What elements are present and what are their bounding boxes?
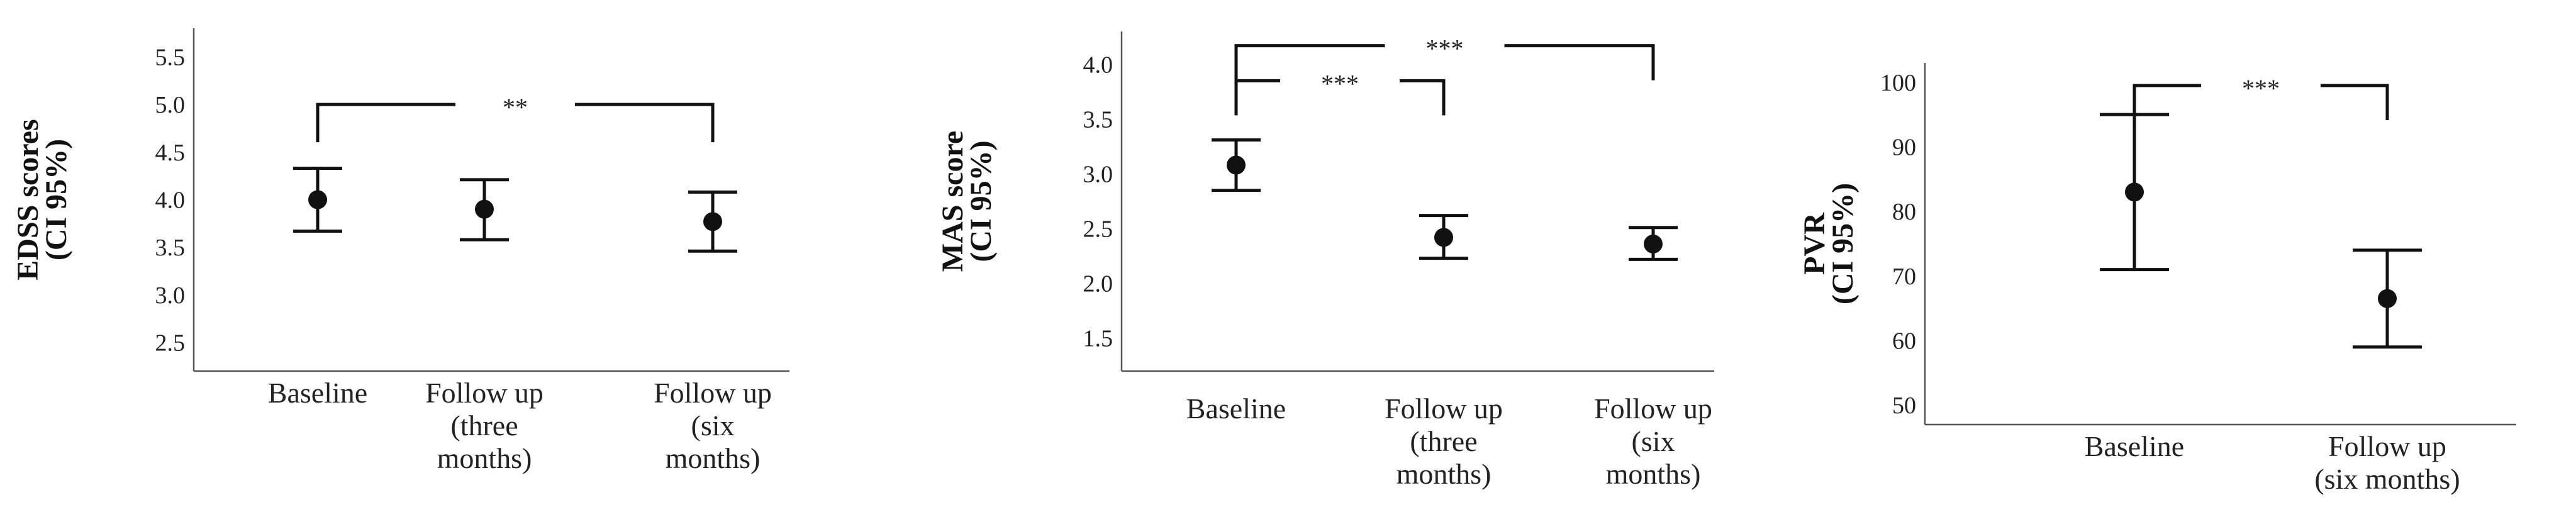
significance-label: *** bbox=[2242, 74, 2280, 103]
y-tick-label: 3.5 bbox=[1083, 106, 1113, 133]
x-category-label: (three bbox=[1410, 425, 1477, 457]
y-tick-label: 3.5 bbox=[155, 235, 186, 261]
y-tick-label: 5.5 bbox=[155, 44, 186, 70]
y-axis-label: PVR bbox=[1798, 212, 1831, 275]
y-tick-label: 2.5 bbox=[155, 330, 186, 357]
significance-label: ** bbox=[503, 93, 528, 121]
x-category-label: months) bbox=[1397, 458, 1492, 490]
x-category-label: Follow up bbox=[2328, 430, 2446, 462]
error-bar bbox=[1419, 214, 1468, 260]
mean-point bbox=[1644, 234, 1663, 253]
significance-bracket: ** bbox=[316, 93, 715, 143]
y-tick-label: 5.0 bbox=[155, 92, 186, 118]
y-tick-label: 70 bbox=[1892, 264, 1916, 290]
y-tick-label: 3.0 bbox=[1083, 161, 1113, 187]
significance-label: *** bbox=[1321, 69, 1359, 97]
y-tick-label: 4.0 bbox=[155, 187, 186, 214]
x-category-label: (six months) bbox=[2314, 463, 2460, 495]
mean-point bbox=[308, 190, 327, 209]
y-tick-label: 80 bbox=[1892, 199, 1916, 225]
y-tick-label: 4.0 bbox=[1083, 52, 1113, 78]
error-bar bbox=[2353, 248, 2422, 349]
y-tick-label: 1.5 bbox=[1083, 326, 1113, 352]
significance-bracket: *** bbox=[1234, 35, 1655, 81]
x-category-label: Follow up bbox=[425, 377, 544, 409]
x-category-label: Baseline bbox=[1186, 392, 1286, 425]
mean-point bbox=[1227, 155, 1246, 175]
significance-bracket: *** bbox=[2133, 74, 2389, 120]
y-axis-label: (CI 95%) bbox=[1826, 183, 1860, 304]
significance-label: *** bbox=[1426, 35, 1464, 63]
y-tick-label: 3.0 bbox=[155, 282, 186, 309]
bracket-right-arm bbox=[1400, 79, 1446, 116]
error-bar bbox=[460, 178, 509, 242]
y-tick-label: 100 bbox=[1880, 70, 1916, 96]
x-category-label: Baseline bbox=[268, 377, 367, 409]
y-tick-label: 2.0 bbox=[1083, 271, 1113, 297]
bracket-right-arm bbox=[1504, 44, 1655, 81]
bracket-right-arm bbox=[575, 103, 715, 143]
x-category-label: Follow up bbox=[1594, 392, 1712, 425]
mean-point bbox=[2125, 182, 2144, 202]
x-category-label: months) bbox=[1606, 458, 1701, 490]
x-category-label: months) bbox=[666, 442, 761, 474]
y-tick-label: 4.5 bbox=[155, 140, 186, 166]
y-axis-label: EDSS scores bbox=[11, 119, 45, 280]
bracket-left-arm bbox=[1234, 79, 1280, 116]
chart-panel-3: 50 60 70 80 90 100 PVR(CI 95%) Baseline Follow u… bbox=[1798, 63, 2516, 495]
x-category-label: Follow up bbox=[654, 377, 772, 409]
bracket-left-arm bbox=[1234, 44, 1385, 81]
y-axis-label: (CI 95%) bbox=[40, 139, 73, 260]
y-tick-label: 90 bbox=[1892, 134, 1916, 160]
mean-point bbox=[2378, 289, 2397, 308]
chart-panel-2: 1.5 2.0 2.5 3.0 3.5 4.0 MAS score(CI 95%) Basel… bbox=[936, 31, 1714, 490]
y-axis-label: MAS score bbox=[936, 131, 969, 272]
y-tick-label: 60 bbox=[1892, 328, 1916, 355]
significance-bracket: *** bbox=[1234, 69, 1446, 116]
error-bar bbox=[2100, 113, 2169, 272]
x-category-label: months) bbox=[437, 442, 532, 474]
error-bar bbox=[1212, 138, 1261, 192]
error-bar bbox=[1629, 226, 1678, 261]
error-bar bbox=[293, 167, 342, 233]
x-category-label: (three bbox=[450, 409, 518, 442]
x-category-label: Baseline bbox=[2085, 430, 2184, 462]
mean-point bbox=[703, 212, 722, 231]
mean-point bbox=[475, 199, 494, 219]
bracket-left-arm bbox=[316, 103, 455, 143]
bracket-right-arm bbox=[2321, 84, 2389, 120]
x-category-label: (six bbox=[691, 409, 735, 442]
y-tick-label: 50 bbox=[1892, 392, 1916, 419]
mean-point bbox=[1434, 228, 1453, 247]
y-axis-label: (CI 95%) bbox=[964, 140, 998, 262]
error-bar bbox=[688, 190, 737, 253]
bracket-left-arm bbox=[2133, 84, 2201, 120]
chart-panel-1: 2.5 3.0 3.5 4.0 4.5 5.0 5.5 EDSS scores(CI 95%)… bbox=[11, 28, 789, 474]
y-tick-label: 2.5 bbox=[1083, 216, 1113, 243]
x-category-label: Follow up bbox=[1385, 392, 1503, 425]
x-category-label: (six bbox=[1632, 425, 1675, 457]
